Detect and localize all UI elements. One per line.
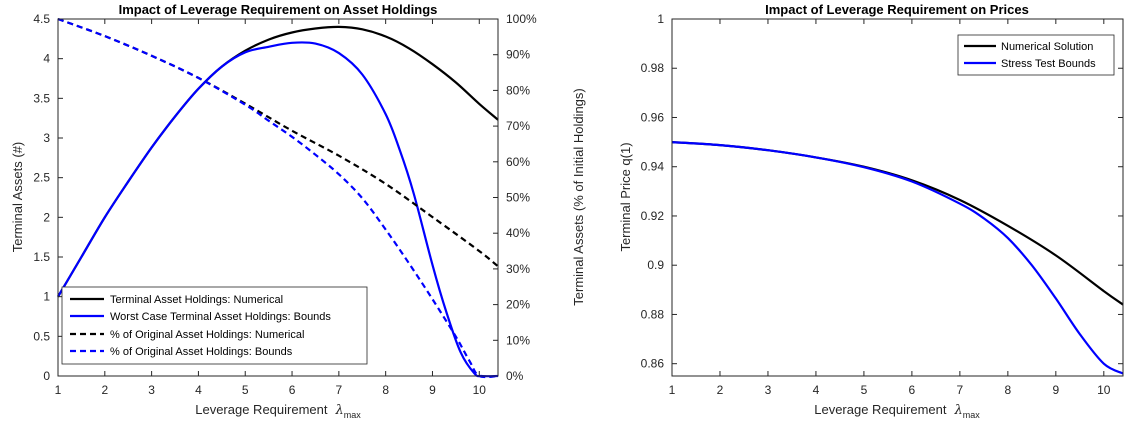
series-line-1 [57,41,499,378]
x-tick-label: 9 [429,383,436,397]
x-tick-label: 6 [909,383,916,397]
y-tick-label: 4 [43,52,50,66]
y-right-tick-label: 80% [506,83,530,97]
y-right-tick-label: 0% [506,369,524,383]
y-tick-label: 0.86 [641,357,665,371]
y-tick-label: 1.5 [33,250,50,264]
plot-area [672,19,1123,376]
y-right-tick-label: 90% [506,48,530,62]
svg-text:% of Original Asset Holdings:: % of Original Asset Holdings: Bounds [110,346,293,358]
y-right-tick-label: 100% [506,12,537,26]
legend-entry-2: % of Original Asset Holdings: Numerical [70,329,304,341]
x-tick-label: 8 [382,383,389,397]
y-right-tick-label: 70% [506,119,530,133]
svg-text:Numerical Solution: Numerical Solution [1001,41,1093,53]
plot-frame [671,18,1124,377]
legend-entry-0: Terminal Asset Holdings: Numerical [70,294,283,306]
legend-entry-1: Stress Test Bounds [964,58,1096,70]
x-tick-label: 4 [813,383,820,397]
y-right-tick-label: 60% [506,155,530,169]
x-axis-label: Leverage Requirement λmax [814,402,980,420]
y-tick-label: 0.9 [647,258,664,272]
x-tick-label: 2 [717,383,724,397]
x-tick-label: 10 [1097,383,1111,397]
y-axis-right-ticks: 0% 10% 20% 30% 40% 50% 60% 70% 80% 90% 100% [493,12,537,383]
y-tick-label: 2 [43,210,50,224]
x-tick-label: 5 [861,383,868,397]
y-tick-label: 4.5 [33,12,50,26]
y-right-tick-label: 20% [506,298,530,312]
x-tick-label: 1 [669,383,676,397]
y-right-tick-label: 10% [506,333,530,347]
chart-asset-holdings: 1 2 3 4 5 6 7 8 9 10 0 0.5 1 1.5 2 2.5 3 3.5 4 4.5 0% 10% 20… [10,2,586,420]
legend: Terminal Asset Holdings: Numerical Worst… [61,286,368,365]
y-tick-label: 2.5 [33,171,50,185]
y-tick-label: 0.92 [641,209,665,223]
y-right-tick-label: 50% [506,191,530,205]
x-tick-label: 5 [242,383,249,397]
chart-title: Impact of Leverage Requirement on Prices [765,2,1029,17]
legend-entry-0: Numerical Solution [964,41,1093,53]
x-tick-label: 10 [473,383,487,397]
legend-box [957,34,1115,76]
y-tick-label: 0 [43,369,50,383]
legend: Numerical Solution Stress Test Bounds [957,34,1115,76]
svg-text:Stress Test Bounds: Stress Test Bounds [1001,58,1096,70]
svg-text:% of Original Asset Holdings:: % of Original Asset Holdings: Numerical [110,329,304,341]
y-tick-label: 3.5 [33,91,50,105]
x-tick-label: 4 [195,383,202,397]
x-tick-label: 9 [1052,383,1059,397]
y-tick-label: 0.96 [641,110,665,124]
x-tick-label: 2 [101,383,108,397]
x-tick-label: 8 [1005,383,1012,397]
y-tick-label: 0.5 [33,329,50,343]
x-tick-label: 7 [336,383,343,397]
y-right-tick-label: 30% [506,262,530,276]
chart-title: Impact of Leverage Requirement on Asset … [119,2,438,17]
series-line-1 [671,141,1124,375]
y-tick-label: 1 [43,290,50,304]
y-tick-label: 1 [657,12,664,26]
x-tick-label: 7 [957,383,964,397]
y-axis-label: Terminal Price q(1) [618,142,633,251]
y-axis-right-label: Terminal Assets (% of Initial Holdings) [571,88,586,305]
x-axis-ticks: 1 2 3 4 5 6 7 8 9 10 [669,19,1111,397]
y-tick-label: 0.88 [641,307,665,321]
y-right-tick-label: 40% [506,226,530,240]
legend-box [61,286,368,365]
y-tick-label: 0.98 [641,61,665,75]
chart-prices: 1 2 3 4 5 6 7 8 9 10 0.86 0.88 0.9 0.92 0.94 0.96 0.98 1… [618,2,1124,420]
x-tick-label: 3 [765,383,772,397]
x-axis-label: Leverage Requirement λmax [195,402,361,420]
y-tick-label: 3 [43,131,50,145]
legend-entry-3: % of Original Asset Holdings: Bounds [70,346,293,358]
series-line-3 [57,17,499,379]
x-axis-ticks: 1 2 3 4 5 6 7 8 9 10 [55,19,487,397]
svg-text:Terminal Asset Holdings: Numer: Terminal Asset Holdings: Numerical [110,294,283,306]
x-tick-label: 3 [148,383,155,397]
y-axis-label: Terminal Assets (#) [10,142,25,253]
y-axis-ticks: 0.86 0.88 0.9 0.92 0.94 0.96 0.98 1 [641,12,1123,371]
x-tick-label: 1 [55,383,62,397]
legend-entry-1: Worst Case Terminal Asset Holdings: Boun… [70,311,331,323]
svg-text:Worst Case Terminal Asset Hold: Worst Case Terminal Asset Holdings: Boun… [110,311,331,323]
x-tick-label: 6 [289,383,296,397]
y-tick-label: 0.94 [641,160,665,174]
y-axis-ticks: 0 0.5 1 1.5 2 2.5 3 3.5 4 4.5 [33,12,63,383]
